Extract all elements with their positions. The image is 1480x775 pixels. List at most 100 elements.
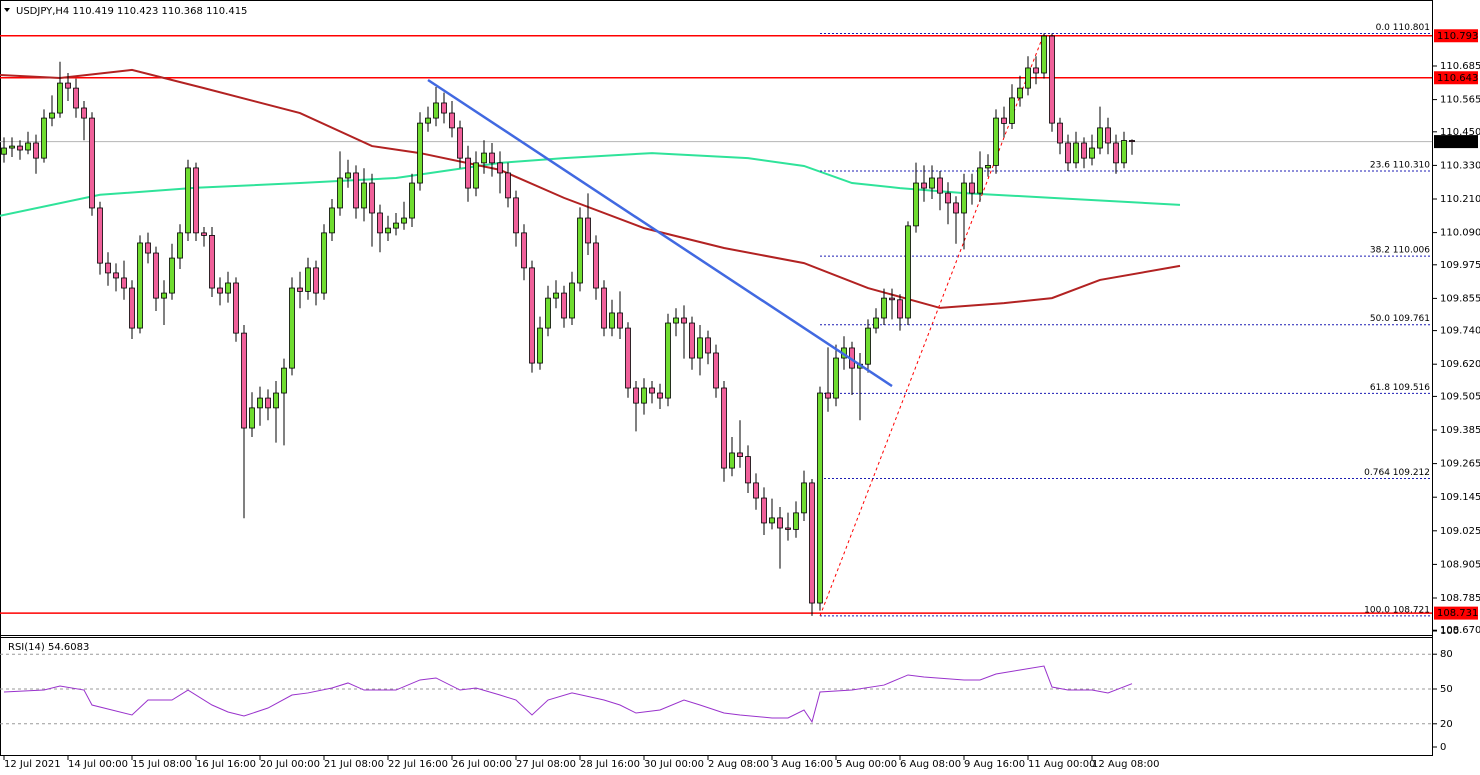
y-tick-label: 50 xyxy=(1440,684,1453,695)
candle-body xyxy=(25,142,31,151)
x-tick-label: 21 Jul 08:00 xyxy=(324,759,384,770)
y-tick-label: 109.145 xyxy=(1440,492,1480,503)
candle-body xyxy=(1,147,7,155)
candle-body xyxy=(241,332,247,429)
candle-body xyxy=(1097,127,1103,149)
x-tick-label: 22 Jul 16:00 xyxy=(388,759,448,770)
plot-frame xyxy=(0,0,1433,756)
y-tick-label: 109.385 xyxy=(1440,425,1480,436)
candle-body xyxy=(945,192,951,204)
candle-body xyxy=(649,387,655,394)
candle-body xyxy=(313,267,319,294)
candle-body xyxy=(193,167,199,234)
candle-body xyxy=(353,172,359,209)
x-tick-label: 28 Jul 16:00 xyxy=(580,759,640,770)
price-box-label: 110.793 xyxy=(1437,31,1478,42)
candle-body xyxy=(761,497,767,524)
candle-body xyxy=(1033,67,1039,74)
x-tick-label: 6 Aug 08:00 xyxy=(900,759,961,770)
candle-body xyxy=(457,127,463,159)
price-box xyxy=(1434,29,1478,43)
candle-body xyxy=(889,297,895,301)
candle-body xyxy=(169,257,175,294)
y-tick-label: 110.685 xyxy=(1440,61,1480,72)
candle-body xyxy=(305,267,311,292)
candle-body xyxy=(729,452,735,469)
candle-body xyxy=(289,287,295,369)
y-tick-label: 108.670 xyxy=(1440,625,1480,636)
candle-body xyxy=(473,162,479,189)
candle-body xyxy=(321,232,327,294)
candle-body xyxy=(433,102,439,119)
candle-body xyxy=(553,292,559,299)
candle-body xyxy=(1073,142,1079,164)
candle-body xyxy=(281,367,287,394)
candle-body xyxy=(185,167,191,234)
fib-level-label: 23.6 110.310 xyxy=(1370,161,1430,171)
candle-body xyxy=(361,182,367,209)
trend-line xyxy=(427,78,893,388)
y-tick-label: 110.565 xyxy=(1440,95,1480,106)
candle-body xyxy=(377,212,383,234)
candle-body xyxy=(873,317,879,329)
candle-body xyxy=(737,452,743,457)
candle-body xyxy=(401,217,407,224)
candle-body xyxy=(105,262,111,274)
candle-body xyxy=(1057,122,1063,144)
candle-body xyxy=(505,172,511,199)
candle-body xyxy=(489,152,495,164)
candle-body xyxy=(201,232,207,236)
candle-body xyxy=(233,282,239,334)
candle-body xyxy=(393,222,399,229)
candle-body xyxy=(809,482,815,604)
candle-body xyxy=(441,102,447,114)
y-tick-label: 110.210 xyxy=(1440,194,1480,205)
fib-level-label: 0.764 109.212 xyxy=(1364,468,1430,478)
candle-body xyxy=(385,227,391,234)
candle-body xyxy=(225,282,231,294)
y-tick-label: 20 xyxy=(1440,719,1453,730)
x-tick-label: 27 Jul 08:00 xyxy=(516,759,576,770)
candle-body xyxy=(937,177,943,194)
candle-body xyxy=(529,267,535,364)
candle-body xyxy=(713,352,719,389)
candle-body xyxy=(9,145,15,149)
candle-body xyxy=(49,112,55,119)
candle-body xyxy=(689,322,695,359)
candle-body xyxy=(897,299,903,319)
candle-body xyxy=(881,297,887,319)
candle-body xyxy=(609,312,615,329)
candle-body xyxy=(137,242,143,329)
candle-body xyxy=(633,387,639,404)
candle-body xyxy=(33,142,39,159)
candle-body xyxy=(177,232,183,259)
symbol-menu-arrow[interactable] xyxy=(4,8,10,12)
y-tick-label: 110.330 xyxy=(1440,160,1480,171)
candle-body xyxy=(449,112,455,129)
candle-body xyxy=(129,287,135,329)
candle-body xyxy=(697,337,703,359)
candle-body xyxy=(601,287,607,329)
candle-body xyxy=(753,482,759,499)
candle-body xyxy=(1001,117,1007,124)
candle-body xyxy=(833,357,839,399)
x-tick-label: 12 Jul 2021 xyxy=(4,759,61,770)
x-tick-label: 26 Jul 00:00 xyxy=(452,759,512,770)
axes: 110.685 110.565 110.450 110.330 110.210 110.0… xyxy=(3,29,1480,770)
y-tick-label: 109.620 xyxy=(1440,359,1480,370)
candle-body xyxy=(73,87,79,109)
candle-body xyxy=(625,327,631,389)
candle-body xyxy=(865,327,871,365)
candle-body xyxy=(977,167,983,194)
fib-level-label: 0.0 110.801 xyxy=(1376,23,1430,33)
candle-body xyxy=(57,82,63,114)
candle-body xyxy=(577,217,583,284)
y-tick-label: 109.505 xyxy=(1440,391,1480,402)
candle-body xyxy=(641,387,647,404)
candle-body xyxy=(785,527,791,530)
y-tick-label: 109.265 xyxy=(1440,459,1480,470)
candle-body xyxy=(961,182,967,214)
candle-body xyxy=(569,282,575,319)
candle-body xyxy=(585,217,591,244)
x-tick-label: 16 Jul 16:00 xyxy=(196,759,256,770)
